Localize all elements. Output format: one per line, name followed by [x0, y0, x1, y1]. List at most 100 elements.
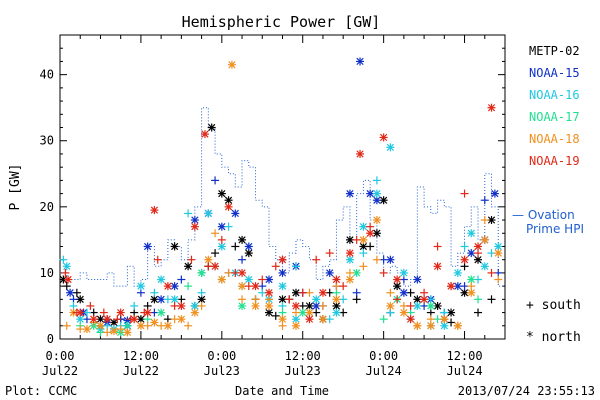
noaa-19-south-point — [231, 268, 240, 277]
noaa-16-north-point — [217, 242, 226, 251]
noaa-18-north-point — [265, 301, 274, 310]
noaa-16-north-point — [372, 189, 381, 198]
noaa-17-south-point — [474, 295, 483, 304]
noaa-15-south-point — [150, 308, 159, 317]
x-tick-label-date: Jul22 — [123, 364, 159, 378]
noaa-15-north-point — [345, 189, 354, 198]
noaa-17-north-point — [426, 301, 435, 310]
y-tick-label: 20 — [40, 200, 54, 214]
legend-noaa-15: NOAA-15 — [529, 66, 580, 80]
noaa-18-south-point — [103, 328, 112, 337]
noaa-16-south-point — [460, 242, 469, 251]
metp-02-south-point — [366, 242, 375, 251]
noaa-18-north-point — [163, 321, 172, 330]
noaa-19-north-point — [318, 288, 327, 297]
metp-02-north-point — [447, 308, 456, 317]
noaa-18-north-point — [359, 235, 368, 244]
noaa-16-north-point — [204, 209, 213, 218]
noaa-19-south-point — [285, 295, 294, 304]
noaa-19-north-point — [433, 262, 442, 271]
noaa-16-north-point — [480, 262, 489, 271]
metp-02-south-point — [72, 288, 81, 297]
metp-02-north-point — [184, 262, 193, 271]
metp-02-north-point — [238, 235, 247, 244]
noaa-18-south-point — [318, 301, 327, 310]
y-tick-label: 30 — [40, 134, 54, 148]
noaa-19-south-point — [325, 249, 334, 258]
noaa-19-north-point — [103, 315, 112, 324]
noaa-19-north-point — [474, 242, 483, 251]
noaa-15-north-point — [244, 242, 253, 251]
x-tick-label-time: 12:00 — [285, 349, 321, 363]
noaa-19-south-point — [487, 268, 496, 277]
y-tick-label: 0 — [47, 332, 54, 346]
metp-02-south-point — [271, 311, 280, 320]
noaa-15-north-point — [413, 275, 422, 284]
noaa-19-north-point — [265, 288, 274, 297]
noaa-19-south-point — [379, 268, 388, 277]
noaa-18-north-point — [291, 321, 300, 330]
noaa-19-north-point — [366, 229, 375, 238]
noaa-19-south-point — [460, 189, 469, 198]
metp-02-north-point — [474, 255, 483, 264]
x-tick-label-time: 0:00 — [369, 349, 398, 363]
metp-02-south-point — [406, 288, 415, 297]
metp-02-south-point — [211, 249, 220, 258]
noaa-18-north-point — [278, 315, 287, 324]
noaa-15-north-point — [356, 57, 365, 66]
noaa-19-south-point — [258, 275, 267, 284]
noaa-19-north-point — [177, 301, 186, 310]
noaa-18-north-point — [332, 295, 341, 304]
noaa-17-north-point — [352, 268, 361, 277]
noaa-18-south-point — [170, 315, 179, 324]
noaa-16-north-point — [413, 301, 422, 310]
noaa-17-north-point — [298, 308, 307, 317]
noaa-19-south-point — [170, 301, 179, 310]
noaa-19-south-point — [339, 282, 348, 291]
noaa-18-south-point — [386, 288, 395, 297]
noaa-19-north-point — [116, 308, 125, 317]
noaa-18-north-point — [177, 315, 186, 324]
noaa-15-north-point — [453, 282, 462, 291]
noaa-19-north-point — [130, 315, 139, 324]
noaa-18-south-point — [494, 275, 503, 284]
noaa-19-north-point — [379, 133, 388, 142]
noaa-16-north-point — [386, 143, 395, 152]
noaa-16-north-point — [467, 229, 476, 238]
x-tick-label-date: Jul22 — [42, 364, 78, 378]
noaa-16-north-point — [157, 275, 166, 284]
noaa-19-south-point — [406, 301, 415, 310]
noaa-18-north-point — [123, 328, 132, 337]
plot-area-border — [59, 34, 506, 340]
metp-02-south-point — [231, 242, 240, 251]
noaa-15-north-point — [217, 222, 226, 231]
noaa-19-north-point — [487, 103, 496, 112]
noaa-16-south-point — [197, 288, 206, 297]
noaa-15-north-point — [66, 288, 75, 297]
noaa-19-north-point — [406, 315, 415, 324]
noaa-19-north-point — [251, 282, 260, 291]
metp-02-north-point — [207, 123, 216, 132]
noaa-15-south-point — [480, 196, 489, 205]
noaa-19-south-point — [61, 268, 70, 277]
ovation-legend-line2: Prime HPI — [526, 222, 584, 236]
noaa-19-north-point — [163, 282, 172, 291]
noaa-18-south-point — [116, 325, 125, 334]
metp-02-south-point — [487, 295, 496, 304]
noaa-15-north-point — [157, 295, 166, 304]
noaa-18-north-point — [150, 318, 159, 327]
x-axis: 0:00Jul2212:00Jul220:00Jul2312:00Jul230:… — [42, 35, 506, 378]
noaa-16-south-point — [258, 288, 267, 297]
metp-02-north-point — [433, 301, 442, 310]
noaa-16-north-point — [332, 308, 341, 317]
noaa-16-north-point — [278, 282, 287, 291]
metp-02-north-point — [217, 189, 226, 198]
noaa-18-north-point — [82, 325, 91, 334]
noaa-18-north-point — [399, 308, 408, 317]
x-tick-label-time: 0:00 — [46, 349, 75, 363]
noaa-15-north-point — [372, 196, 381, 205]
noaa-19-north-point — [89, 315, 98, 324]
noaa-16-north-point — [312, 295, 321, 304]
noaa-19-north-point — [447, 282, 456, 291]
metp-02-north-point — [76, 295, 85, 304]
